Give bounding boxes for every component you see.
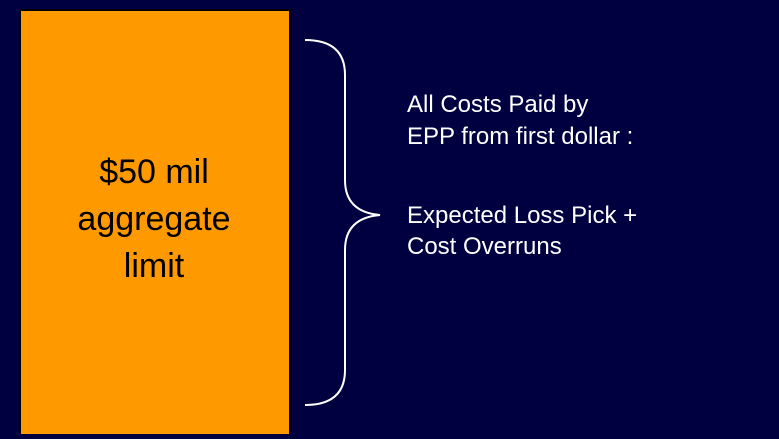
box-text: aggregate <box>77 200 230 238</box>
description-text: All Costs Paid by <box>407 91 588 118</box>
description-text: Expected Loss Pick + <box>407 202 637 229</box>
box-text: limit <box>124 247 185 285</box>
limit-box <box>19 9 291 439</box>
box-text: $50 mil <box>99 153 209 191</box>
brace <box>304 39 381 406</box>
description-text: Cost Overruns <box>407 233 562 260</box>
description-text: EPP from first dollar : <box>407 123 633 150</box>
